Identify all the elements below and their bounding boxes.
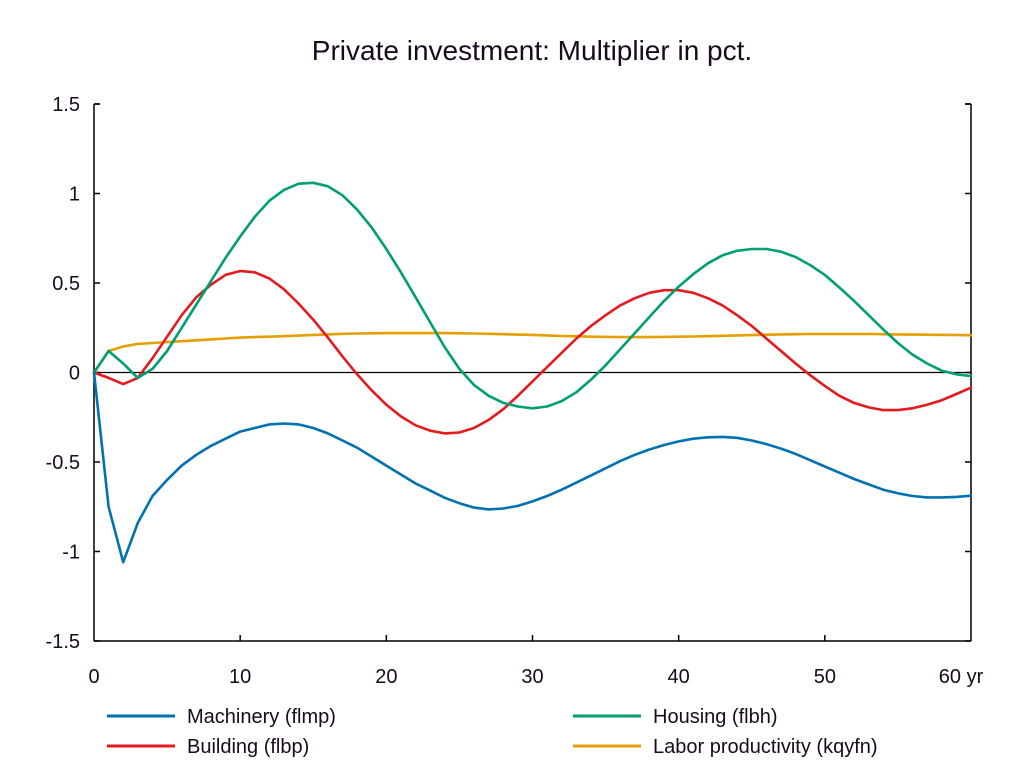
- series-line-housing: [92, 181, 973, 410]
- x-tick-label: 0: [88, 666, 99, 688]
- x-tick-label: 40: [668, 666, 690, 688]
- series-line-machinery: [92, 371, 973, 564]
- legend-label-labor: Labor productivity (kqyfn): [653, 736, 878, 758]
- y-tick-label: 1: [69, 184, 80, 206]
- chart-title: Private investment: Multiplier in pct.: [312, 35, 752, 66]
- y-tick-label: -1.5: [46, 631, 80, 653]
- legend-label-building: Building (flbp): [187, 736, 309, 758]
- legend-label-machinery: Machinery (flmp): [187, 706, 336, 728]
- series-line-building: [92, 269, 973, 435]
- x-tick-label: 50: [814, 666, 836, 688]
- x-tick-label: 30: [521, 666, 543, 688]
- y-tick-label: 1.5: [52, 94, 80, 116]
- y-tick-label: 0.5: [52, 273, 80, 295]
- y-tick-label: -0.5: [46, 452, 80, 474]
- y-axis-tick-labels: 1.5 1 0.5 0 -0.5 -1 -1.5: [46, 94, 80, 653]
- plot-area: [92, 181, 973, 564]
- legend: Machinery (flmp) Building (flbp) Housing (…: [107, 706, 878, 758]
- x-axis-tick-labels: 0 10 20 30 40 50 60 yr: [88, 666, 983, 688]
- x-tick-label: 60 yr: [939, 666, 984, 688]
- legend-label-housing: Housing (flbh): [653, 706, 778, 728]
- x-tick-label: 20: [375, 666, 397, 688]
- y-tick-label: -1: [62, 542, 80, 564]
- axes: [93, 103, 972, 642]
- x-tick-label: 10: [229, 666, 251, 688]
- series-line-labor: [92, 331, 973, 374]
- y-tick-label: 0: [69, 363, 80, 385]
